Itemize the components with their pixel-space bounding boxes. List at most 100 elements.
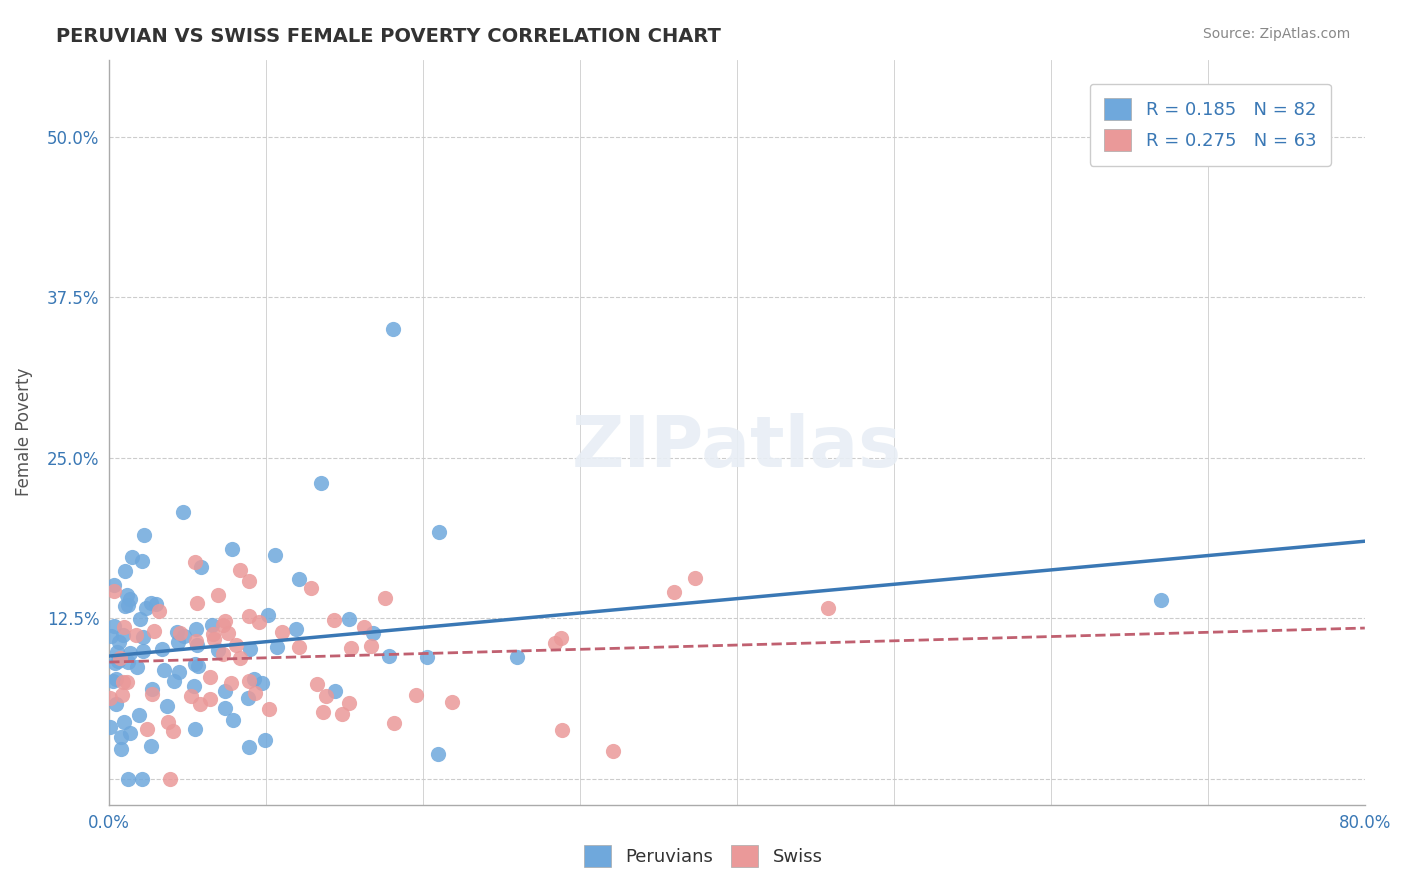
Point: [132, 643, 155, 657]
Point: [114, 564, 136, 578]
Point: [143, 624, 166, 638]
Point: [222, 713, 245, 727]
Point: [134, 528, 156, 542]
Point: [101, 673, 124, 688]
Point: [221, 542, 243, 557]
Point: [141, 681, 163, 696]
Point: [183, 679, 205, 693]
Point: [105, 672, 128, 686]
Point: [662, 585, 685, 599]
Point: [243, 672, 266, 686]
Point: [247, 615, 270, 629]
Legend: R = 0.185   N = 82, R = 0.275   N = 63: R = 0.185 N = 82, R = 0.275 N = 63: [1090, 84, 1330, 166]
Point: [440, 695, 463, 709]
Point: [112, 620, 135, 634]
Point: [190, 560, 212, 574]
Point: [108, 634, 131, 648]
Point: [225, 639, 247, 653]
Point: [129, 612, 152, 626]
Point: [198, 670, 221, 684]
Point: [184, 722, 207, 736]
Point: [115, 589, 138, 603]
Point: [103, 578, 125, 592]
Point: [162, 724, 184, 739]
Point: [110, 731, 132, 745]
Point: [340, 640, 363, 655]
Point: [117, 656, 139, 670]
Point: [117, 598, 139, 612]
Point: [166, 625, 188, 640]
Point: [211, 647, 233, 661]
Point: [135, 600, 157, 615]
Point: [214, 615, 236, 629]
Point: [322, 613, 344, 627]
Point: [550, 631, 572, 645]
Point: [117, 772, 139, 786]
Point: [381, 322, 404, 336]
Point: [374, 591, 396, 605]
Point: [112, 714, 135, 729]
Point: [188, 697, 211, 711]
Point: [217, 626, 239, 640]
Point: [135, 722, 157, 736]
Point: [259, 702, 281, 716]
Point: [405, 688, 427, 702]
Point: [307, 677, 329, 691]
Point: [257, 608, 280, 623]
Point: [104, 697, 127, 711]
Point: [125, 628, 148, 642]
Point: [169, 665, 191, 680]
Point: [186, 596, 208, 610]
Point: [238, 574, 260, 588]
Point: [141, 687, 163, 701]
Point: [103, 619, 125, 633]
Point: [114, 599, 136, 613]
Point: [111, 689, 134, 703]
Point: [187, 658, 209, 673]
Point: [173, 629, 195, 643]
Point: [139, 596, 162, 610]
Point: [120, 591, 142, 606]
Point: [353, 620, 375, 634]
Point: [186, 634, 208, 648]
Point: [506, 649, 529, 664]
Point: [337, 697, 360, 711]
Point: [551, 723, 574, 737]
Point: [214, 701, 236, 715]
Point: [105, 645, 128, 659]
Point: [127, 660, 149, 674]
Point: [131, 772, 153, 786]
Text: PERUVIAN VS SWISS FEMALE POVERTY CORRELATION CHART: PERUVIAN VS SWISS FEMALE POVERTY CORRELA…: [56, 27, 721, 45]
Point: [211, 618, 233, 632]
Point: [103, 584, 125, 599]
Point: [271, 625, 294, 640]
Point: [108, 651, 131, 665]
Point: [132, 630, 155, 644]
Point: [382, 716, 405, 731]
Point: [378, 649, 401, 664]
Legend: Peruvians, Swiss: Peruvians, Swiss: [576, 838, 830, 874]
Point: [157, 714, 180, 729]
Point: [104, 657, 127, 671]
Point: [112, 628, 135, 642]
Point: [207, 588, 229, 602]
Point: [330, 706, 353, 721]
Point: [201, 627, 224, 641]
Point: [169, 626, 191, 640]
Point: [186, 639, 208, 653]
Point: [202, 632, 225, 646]
Point: [207, 642, 229, 657]
Point: [427, 747, 450, 762]
Point: [229, 562, 252, 576]
Point: [817, 601, 839, 615]
Point: [1150, 593, 1173, 607]
Point: [363, 625, 385, 640]
Point: [98, 690, 121, 705]
Point: [152, 641, 174, 656]
Point: [239, 641, 262, 656]
Point: [315, 689, 337, 703]
Point: [229, 650, 252, 665]
Point: [683, 571, 706, 585]
Y-axis label: Female Poverty: Female Poverty: [15, 368, 32, 496]
Point: [415, 650, 437, 665]
